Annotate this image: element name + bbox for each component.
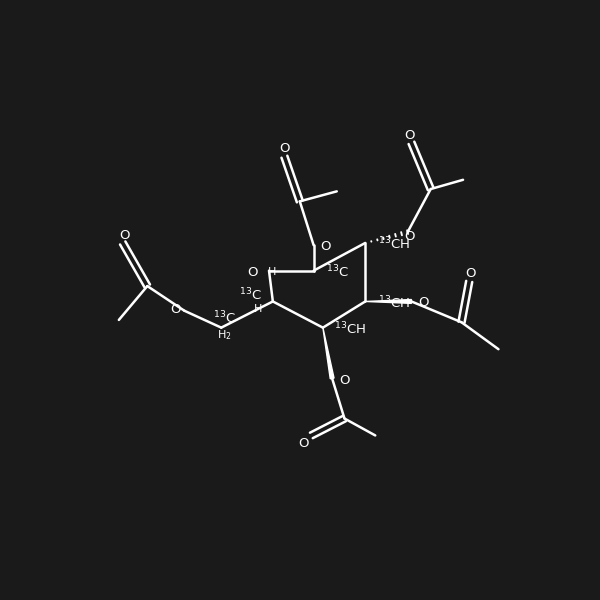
Text: $^{13}$C: $^{13}$C	[239, 287, 262, 304]
Text: $^{13}$CH: $^{13}$CH	[377, 295, 410, 311]
Text: O: O	[339, 373, 350, 386]
Text: O: O	[248, 266, 258, 278]
Text: O: O	[320, 240, 331, 253]
Text: $^{13}$CH: $^{13}$CH	[334, 321, 366, 337]
Text: O: O	[404, 230, 415, 242]
Polygon shape	[323, 328, 334, 379]
Text: O: O	[170, 302, 181, 316]
Polygon shape	[365, 299, 412, 304]
Text: $^{13}$CH: $^{13}$CH	[377, 236, 410, 253]
Text: O: O	[279, 142, 290, 155]
Text: H$_2$: H$_2$	[217, 328, 232, 342]
Text: H: H	[268, 267, 276, 277]
Text: O: O	[404, 128, 415, 142]
Text: $^{13}$C: $^{13}$C	[326, 264, 349, 281]
Text: O: O	[119, 229, 130, 242]
Text: O: O	[418, 296, 429, 310]
Text: $^{13}$C: $^{13}$C	[213, 310, 236, 326]
Text: H: H	[254, 304, 262, 314]
Text: O: O	[298, 437, 309, 449]
Text: O: O	[466, 267, 476, 280]
